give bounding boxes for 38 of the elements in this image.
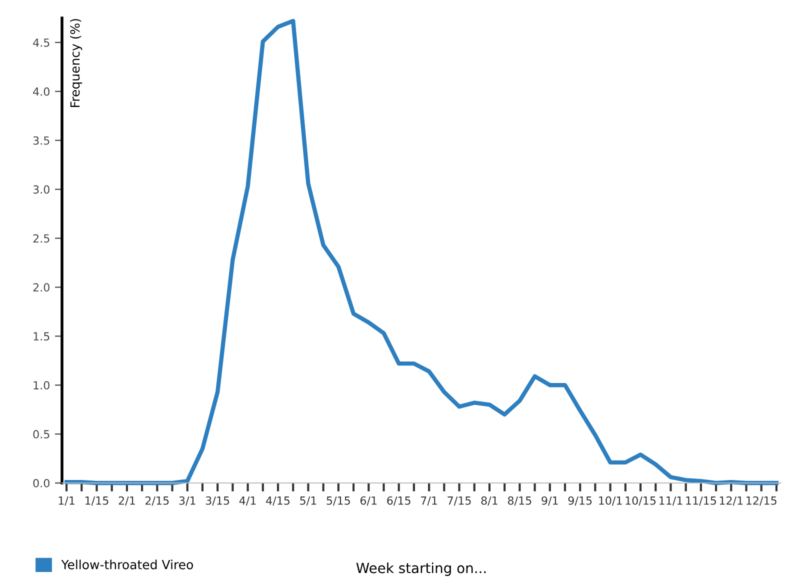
y-axis-title: Frequency (%) — [70, 19, 82, 107]
x-tick-label: 2/15 — [146, 496, 169, 506]
x-tick-label: 1/15 — [85, 496, 108, 506]
x-tick-label: 9/1 — [542, 496, 558, 506]
x-tick-label: 5/15 — [326, 496, 350, 506]
line-series — [64, 18, 779, 486]
x-tick-label: 4/15 — [266, 496, 290, 506]
x-tick-label: 2/1 — [118, 496, 135, 506]
y-tick-label: 3.5 — [33, 136, 50, 145]
y-tick-label: 1.0 — [34, 381, 50, 390]
y-tick-label: 2.5 — [33, 234, 50, 243]
x-tick-label: 10/15 — [626, 496, 656, 506]
y-tick-label: 4.5 — [33, 38, 50, 47]
x-tick-label: 8/15 — [508, 496, 532, 506]
x-tick-label: 9/15 — [568, 496, 592, 506]
x-tick-label: 5/1 — [300, 496, 316, 506]
x-tick-label: 1/1 — [58, 496, 74, 506]
x-tick-label: 12/15 — [746, 496, 776, 506]
y-tick-label: 1.5 — [34, 332, 50, 341]
x-tick-label: 3/15 — [206, 496, 230, 506]
y-tick-label: 0.5 — [33, 430, 50, 438]
y-tick-label: 4.0 — [33, 87, 50, 96]
x-tick-label: 4/1 — [239, 496, 256, 506]
x-tick-label: 3/1 — [179, 496, 196, 506]
x-tick-label: 7/15 — [448, 496, 471, 506]
x-axis-title: Week starting on... — [356, 562, 486, 576]
legend-label: Yellow-throated Vireo — [61, 560, 193, 570]
x-tick-label: 6/1 — [360, 496, 377, 506]
x-tick-label: 11/1 — [659, 496, 682, 506]
x-tick-label: 7/1 — [421, 496, 437, 506]
x-tick-label: 8/1 — [481, 496, 498, 506]
y-tick-label: 0.0 — [33, 478, 50, 488]
y-tick-label: 3.0 — [33, 185, 50, 194]
x-tick-label: 11/15 — [686, 496, 716, 506]
x-tick-label: 12/1 — [720, 496, 743, 506]
x-tick-label: 6/15 — [387, 496, 410, 506]
y-tick-label: 2.0 — [33, 283, 50, 292]
x-tick-label: 10/1 — [599, 496, 622, 506]
